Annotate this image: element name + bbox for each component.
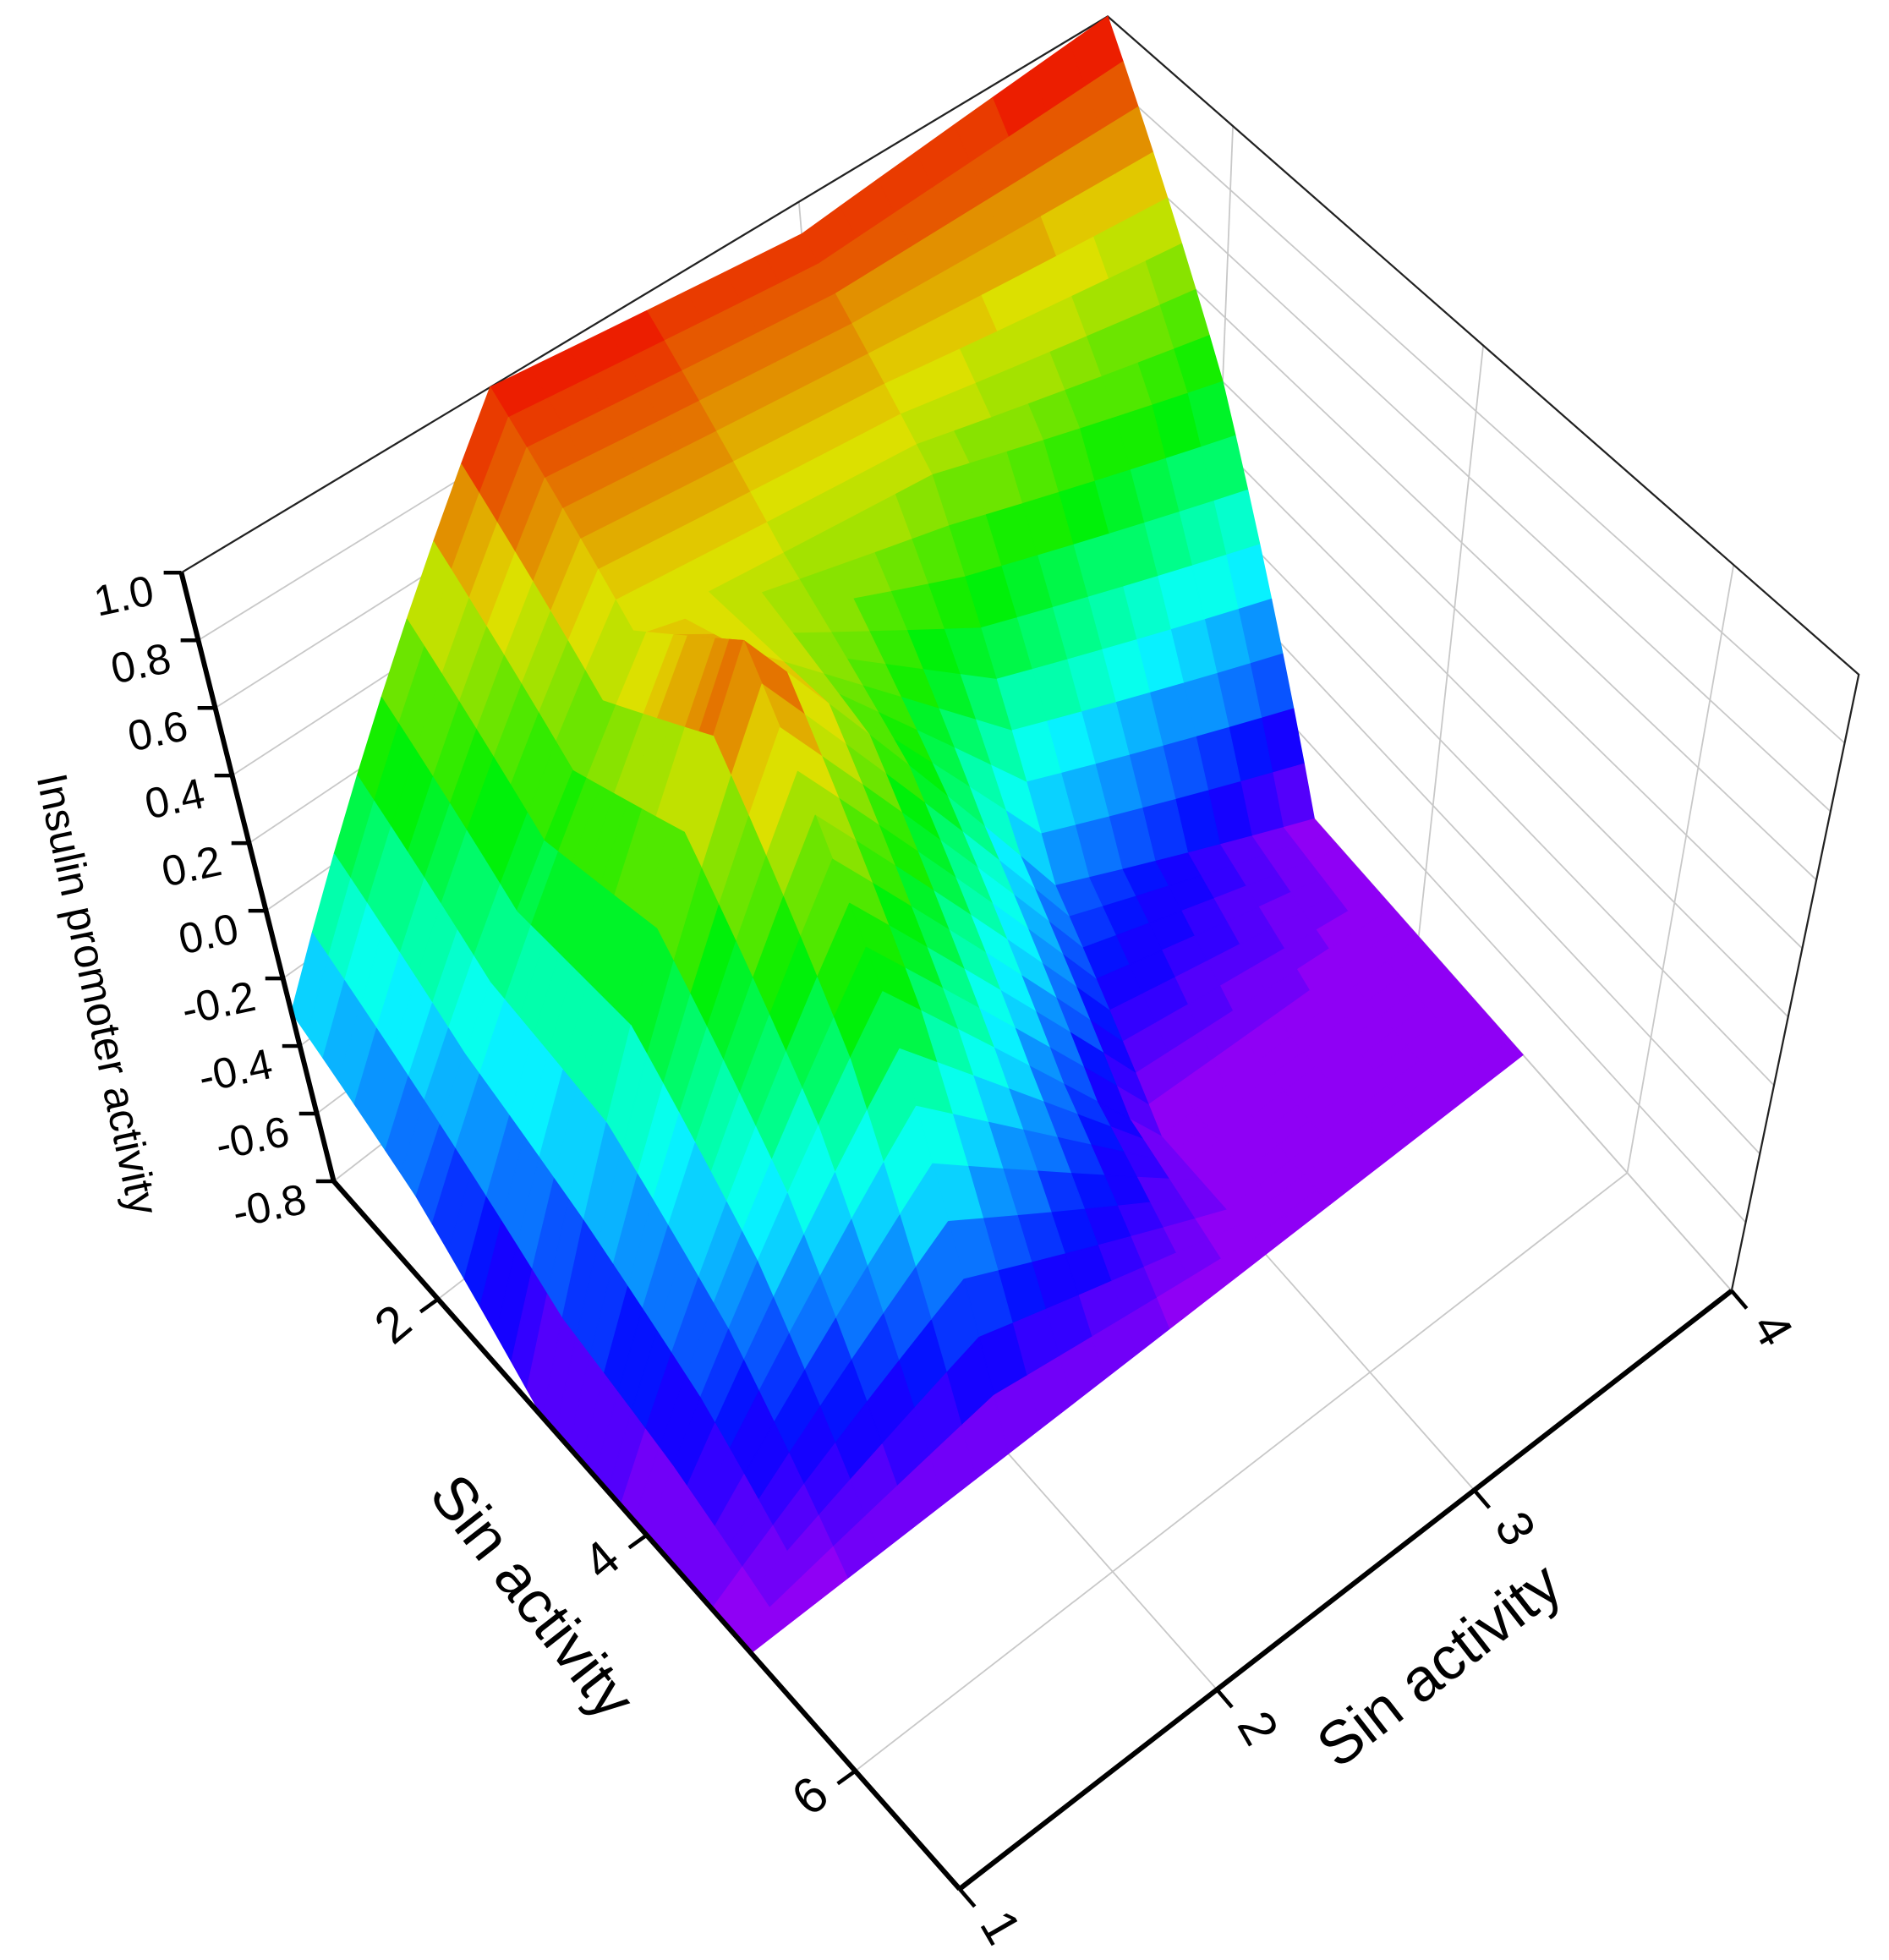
z-tick-label: 1.0 bbox=[90, 566, 158, 625]
z-tick-label: 0.0 bbox=[174, 904, 243, 963]
x-tick-label: 3 bbox=[1484, 1503, 1547, 1555]
z-tick-label: -0.8 bbox=[228, 1174, 310, 1237]
z-tick-label: 0.6 bbox=[123, 701, 192, 760]
z-tick-label: 0.2 bbox=[157, 836, 226, 895]
wall-grid-line bbox=[1417, 345, 1485, 938]
x-tick bbox=[1472, 1488, 1492, 1509]
z-tick-label: -0.6 bbox=[211, 1107, 293, 1169]
x-tick-label: 2 bbox=[1227, 1701, 1290, 1754]
z-axis bbox=[178, 572, 337, 1182]
y-tick bbox=[419, 1297, 440, 1314]
x-tick bbox=[1215, 1688, 1234, 1709]
x-tick bbox=[958, 1887, 977, 1908]
x-axis bbox=[958, 1289, 1733, 1892]
x-axis-label: Sin activity bbox=[1305, 1550, 1574, 1781]
x-tick bbox=[1730, 1289, 1749, 1310]
y-tick bbox=[836, 1769, 857, 1786]
y-tick-label: 2 bbox=[364, 1293, 421, 1355]
z-tick-label: -0.2 bbox=[178, 972, 260, 1034]
z-axis-label: Insulin promoter activity bbox=[28, 769, 168, 1220]
wall-grid-line bbox=[1626, 564, 1735, 1174]
z-tick-label: 0.4 bbox=[140, 769, 209, 828]
z-tick-label: 0.8 bbox=[107, 633, 175, 693]
y-axis-label: Sin activity bbox=[417, 1462, 648, 1732]
floor-grid-line bbox=[854, 1172, 1629, 1772]
y-tick-label: 6 bbox=[781, 1765, 839, 1826]
x-tick-label: 4 bbox=[1741, 1303, 1804, 1355]
x-tick-label: 1 bbox=[969, 1901, 1032, 1953]
z-tick-label: -0.4 bbox=[194, 1039, 277, 1102]
y-tick-label: 4 bbox=[572, 1529, 630, 1590]
wall-frame bbox=[180, 14, 1860, 1291]
y-tick bbox=[627, 1533, 649, 1550]
